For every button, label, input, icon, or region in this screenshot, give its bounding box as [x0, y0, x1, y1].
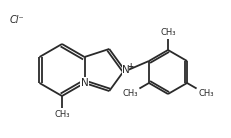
Text: CH₃: CH₃: [54, 110, 70, 119]
Text: N: N: [122, 65, 129, 75]
Text: Cl⁻: Cl⁻: [10, 15, 25, 25]
Text: N: N: [81, 78, 88, 88]
Text: CH₃: CH₃: [198, 90, 214, 99]
Text: CH₃: CH₃: [160, 28, 176, 37]
Text: +: +: [127, 62, 133, 71]
Text: CH₃: CH₃: [122, 90, 138, 99]
